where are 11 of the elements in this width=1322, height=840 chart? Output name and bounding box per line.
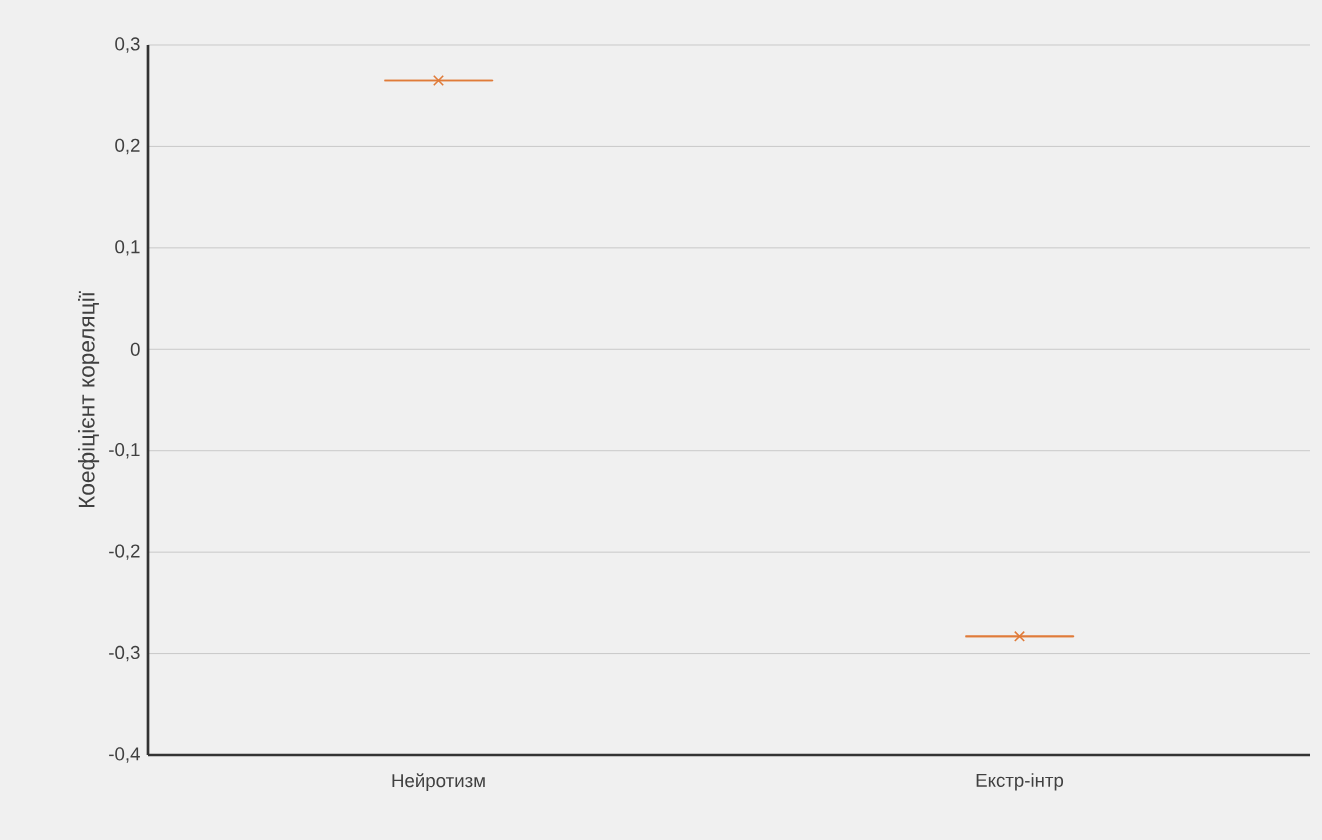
y-tick-label: 0,1 bbox=[115, 240, 140, 256]
y-tick-label: -0,4 bbox=[109, 747, 140, 763]
y-tick-label: -0,3 bbox=[109, 645, 140, 662]
x-tick-label: Екстр-інтр bbox=[976, 773, 1064, 791]
y-tick-label: -0,1 bbox=[109, 442, 140, 459]
y-tick-label: 0 bbox=[130, 342, 140, 356]
y-tick-label: 0,2 bbox=[115, 138, 140, 155]
x-tick-label: Нейротизм bbox=[392, 773, 485, 791]
y-axis-title: Коефіцієнт кореляції bbox=[78, 291, 100, 508]
y-tick-label: -0,2 bbox=[109, 544, 140, 560]
y-tick-label: 0,3 bbox=[115, 37, 140, 53]
